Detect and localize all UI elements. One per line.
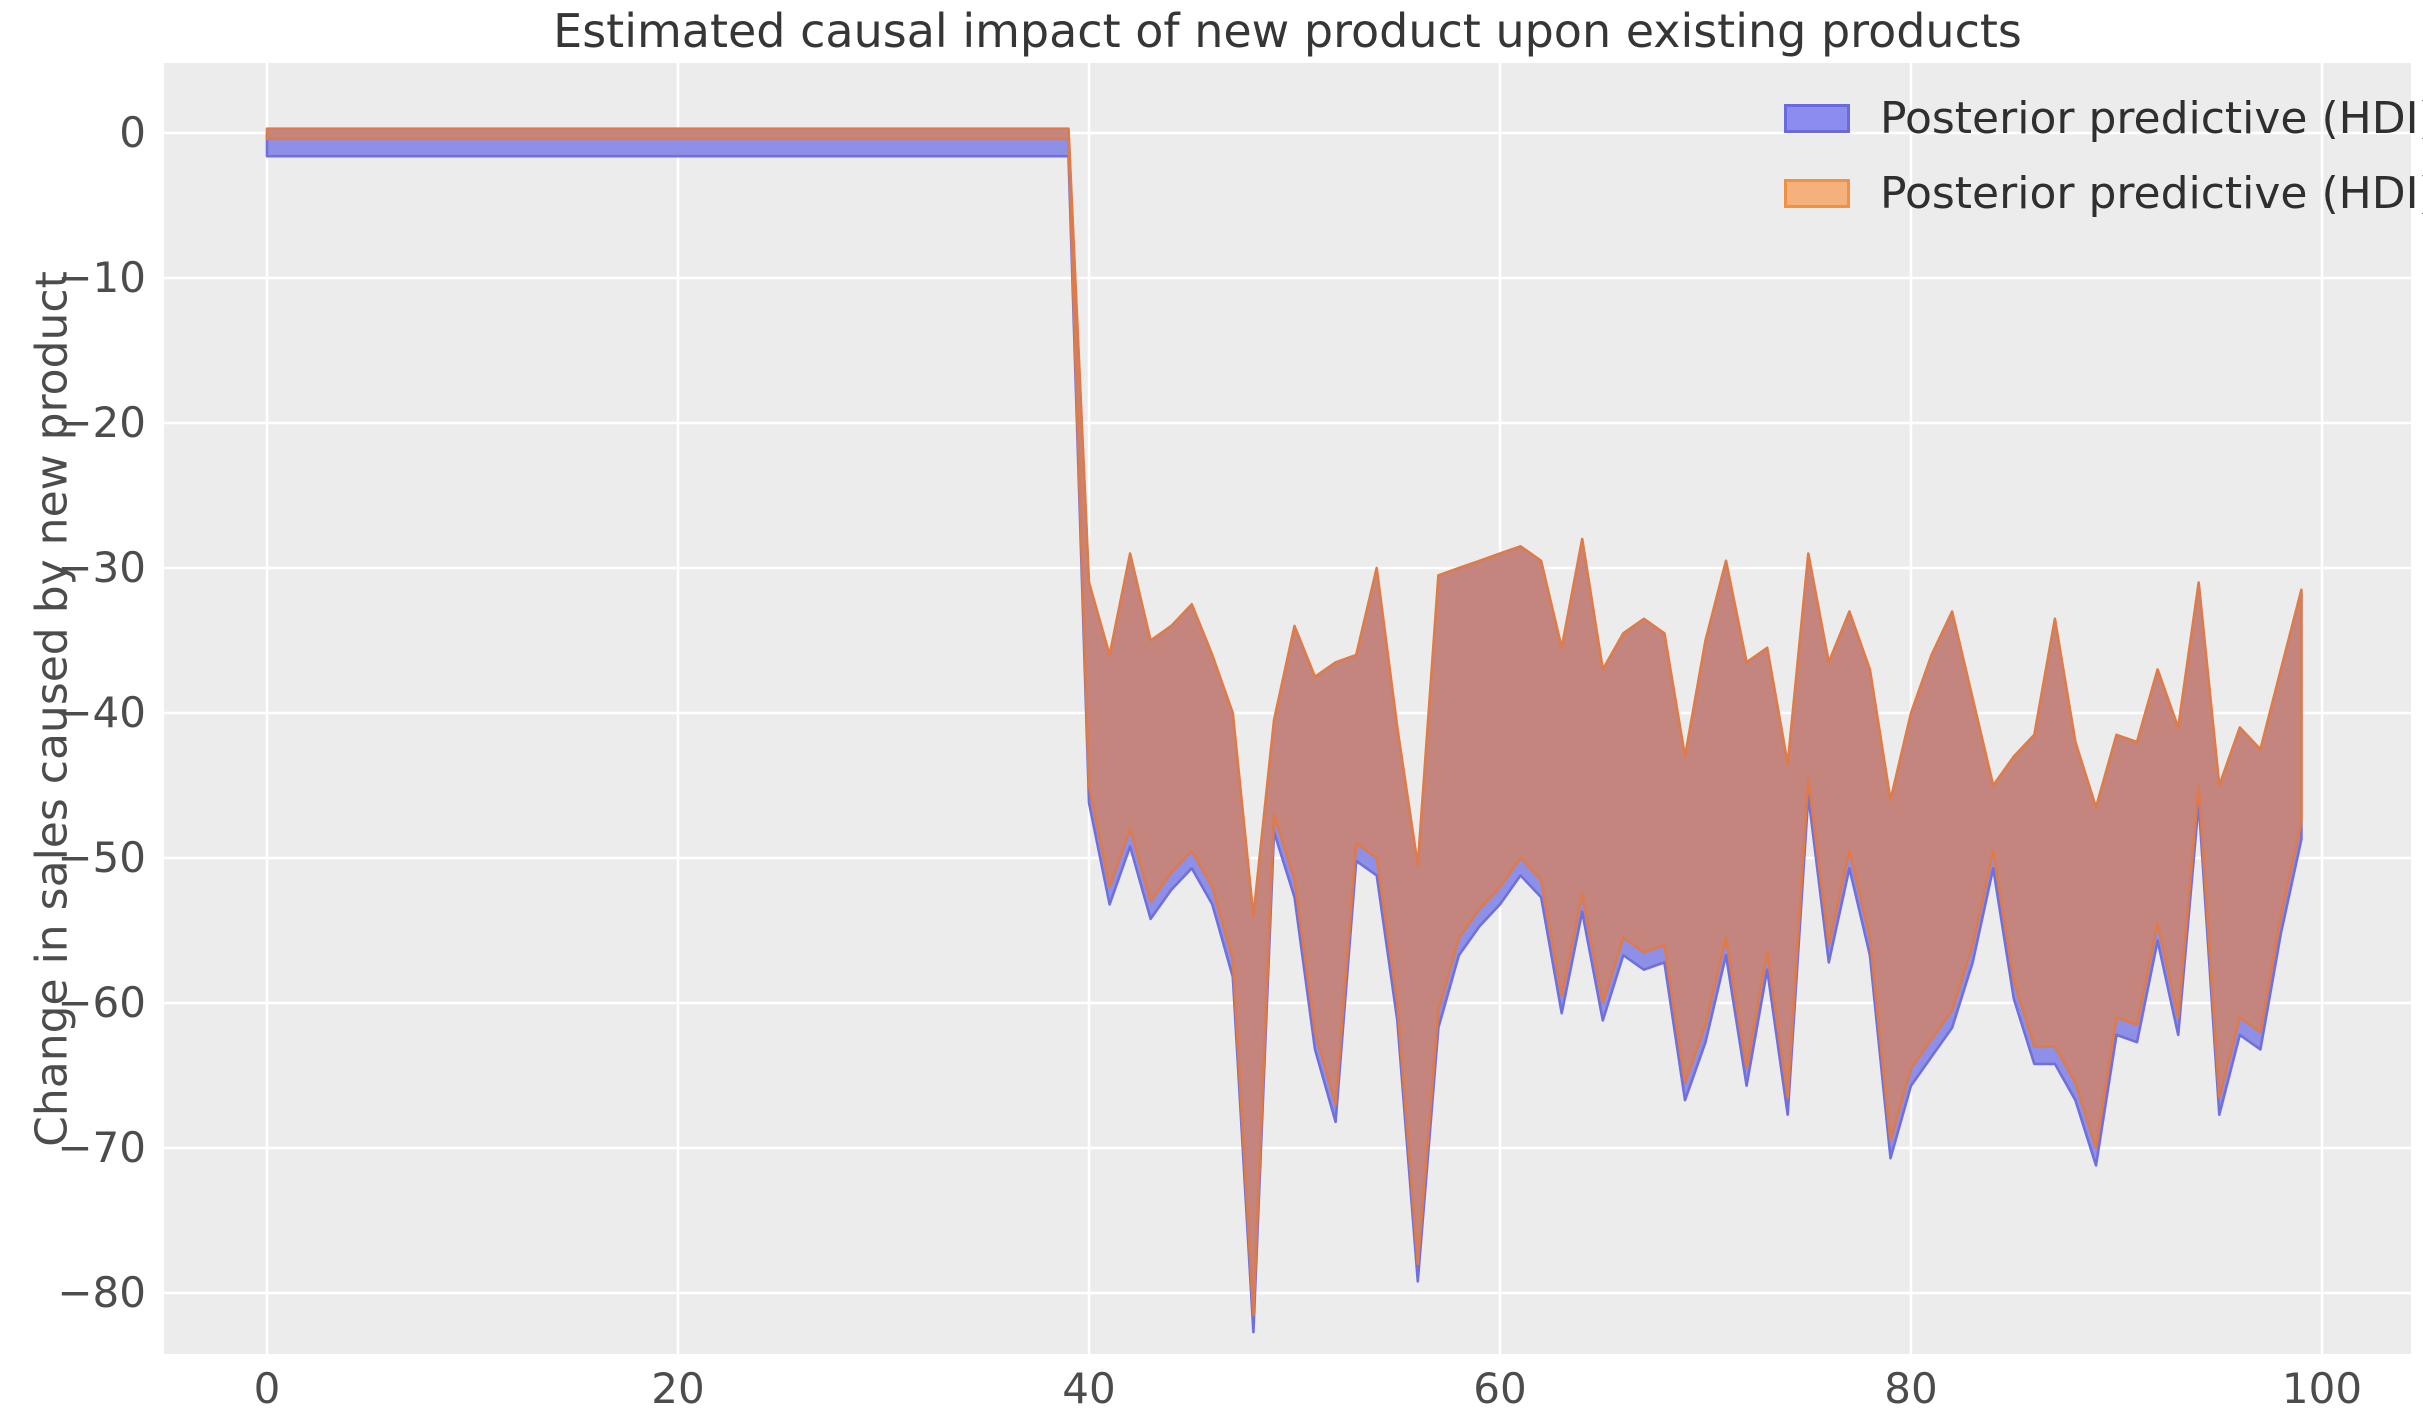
x-tick-label-20: 20 — [651, 1364, 705, 1413]
x-tick-label-0: 0 — [253, 1364, 281, 1413]
legend-label-1: Posterior predictive (HDI) — [1880, 168, 2423, 219]
y-tick-label--40: −40 — [57, 688, 146, 737]
legend-swatch-orange — [1784, 179, 1850, 208]
y-tick-label--20: −20 — [57, 398, 146, 447]
x-tick-label-60: 60 — [1473, 1364, 1527, 1413]
legend-label-0: Posterior predictive (HDI) — [1880, 93, 2423, 144]
y-tick-label--70: −70 — [57, 1123, 146, 1172]
x-tick-label-100: 100 — [2281, 1364, 2363, 1413]
plot-area: Posterior predictive (HDI) Posterior pred… — [164, 63, 2423, 1354]
hdi-bands — [265, 127, 2303, 1334]
chart-canvas — [164, 63, 2411, 1354]
legend-entry-0: Posterior predictive (HDI) — [1784, 93, 2423, 144]
y-tick-label--30: −30 — [57, 543, 146, 592]
hdi-band-orange — [265, 127, 2303, 1317]
chart-title: Estimated causal impact of new product u… — [553, 4, 2022, 58]
x-tick-label-80: 80 — [1884, 1364, 1938, 1413]
y-tick-label--60: −60 — [57, 978, 146, 1027]
legend-swatch-blue — [1784, 104, 1850, 133]
legend: Posterior predictive (HDI) Posterior pred… — [1784, 93, 2423, 219]
y-tick-label--50: −50 — [57, 833, 146, 882]
y-tick-label--80: −80 — [57, 1268, 146, 1317]
x-tick-label-40: 40 — [1062, 1364, 1116, 1413]
y-tick-label--10: −10 — [57, 253, 146, 302]
y-tick-label-0: 0 — [119, 108, 146, 157]
legend-entry-1: Posterior predictive (HDI) — [1784, 168, 2423, 219]
